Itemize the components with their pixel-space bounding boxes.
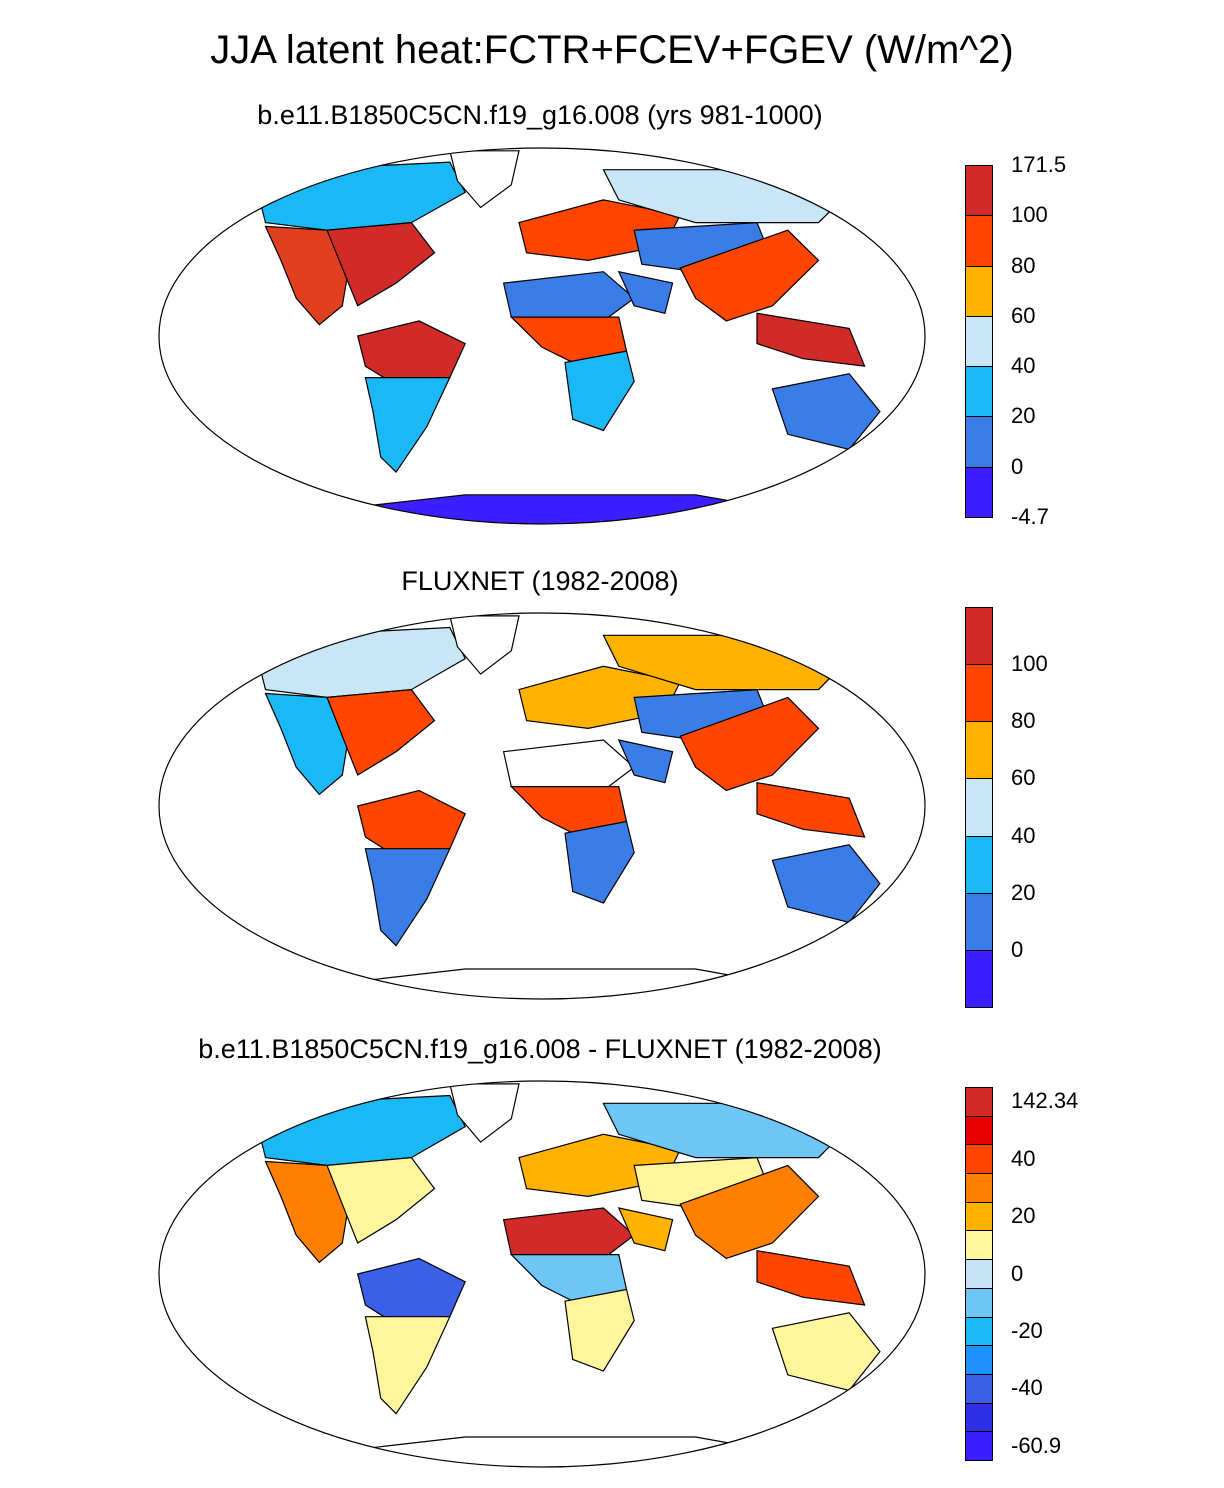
colorbar-segment: [965, 366, 993, 418]
map-frame: [158, 612, 926, 1000]
colorbar-segment: [965, 265, 993, 317]
colorbar-label: 40: [1011, 1145, 1036, 1171]
colorbar-segment: [965, 215, 993, 267]
colorbar-label: 20: [1011, 879, 1036, 905]
region-south-asia: [679, 696, 820, 792]
colorbar-segment: [965, 892, 993, 951]
colorbar-segment: [965, 1345, 993, 1375]
colorbar-segment: [965, 1230, 993, 1261]
colorbar-segment: [965, 1201, 993, 1232]
colorbar-label: 60: [1011, 302, 1036, 328]
region-alaska-canada: [257, 1094, 466, 1167]
colorbar-segment: [965, 607, 993, 666]
region-greenland: [449, 1083, 520, 1143]
figure-title: JJA latent heat:FCTR+FCEV+FGEV (W/m^2): [210, 28, 1014, 72]
colorbar-label: 40: [1011, 353, 1036, 379]
colorbar-segment: [965, 1373, 993, 1404]
region-australia: [771, 1312, 881, 1392]
region-antarctica: [296, 968, 804, 999]
panel-2-map: [158, 612, 926, 1000]
colorbar-segment: [965, 165, 993, 217]
region-south-asia: [679, 229, 820, 322]
region-australia: [771, 373, 881, 451]
region-southeast-asia: [756, 1249, 866, 1306]
panel-3-title: b.e11.B1850C5CN.f19_g16.008 - FLUXNET (1…: [198, 1034, 882, 1064]
colorbar-label: 40: [1011, 822, 1036, 848]
region-africa-south: [564, 1288, 635, 1372]
colorbar-label: 171.5: [1011, 152, 1067, 177]
region-south-america-south: [364, 848, 451, 947]
region-eastern-na: [326, 688, 436, 776]
colorbar-label: -4.7: [1011, 504, 1049, 529]
region-australia: [771, 844, 881, 924]
colorbar-segment: [965, 315, 993, 368]
panel-2-title: FLUXNET (1982-2008): [401, 566, 679, 596]
region-antarctica: [296, 1436, 804, 1467]
region-southeast-asia: [756, 781, 866, 838]
colorbar-segment: [965, 835, 993, 894]
region-amazon: [356, 1257, 466, 1326]
region-amazon: [356, 789, 466, 858]
panel-1-title: b.e11.B1850C5CN.f19_g16.008 (yrs 981-100…: [257, 100, 823, 130]
colorbar-segment: [965, 778, 993, 837]
colorbar-label: -20: [1011, 1317, 1043, 1343]
colorbar-label: -40: [1011, 1375, 1043, 1401]
panel-3-map: [158, 1080, 926, 1468]
colorbar-label: 0: [1011, 453, 1024, 479]
region-arabia: [617, 270, 674, 315]
region-africa-sahara: [502, 739, 636, 792]
region-antarctica: [296, 494, 804, 524]
region-greenland: [449, 150, 520, 209]
colorbar-segment: [965, 466, 993, 518]
map-frame: [158, 147, 926, 525]
region-arabia: [617, 1207, 674, 1252]
colorbar-segment: [965, 664, 993, 723]
region-amazon: [356, 320, 466, 386]
region-alaska-canada: [257, 626, 466, 699]
colorbar-segment: [965, 1115, 993, 1146]
colorbar-label: 0: [1011, 936, 1024, 962]
colorbar-label: 20: [1011, 403, 1036, 429]
colorbar-label: 142.34: [1011, 1088, 1079, 1114]
region-alaska-canada: [257, 161, 466, 231]
region-eastern-na: [326, 1156, 436, 1244]
colorbar-segment: [965, 949, 993, 1008]
colorbar-label: 80: [1011, 708, 1036, 734]
region-africa-south: [564, 820, 635, 904]
colorbar-label: 80: [1011, 252, 1036, 278]
colorbar-label: 100: [1011, 651, 1048, 677]
colorbar-label: 60: [1011, 765, 1036, 791]
colorbar-segment: [965, 1316, 993, 1347]
colorbar-label: 20: [1011, 1203, 1036, 1229]
region-south-america-south: [364, 1316, 451, 1415]
region-south-asia: [679, 1164, 820, 1260]
colorbar-segment: [965, 1144, 993, 1175]
colorbar-segment: [965, 721, 993, 780]
colorbar-label: -60.9: [1011, 1432, 1062, 1458]
panel-1-map: [158, 147, 926, 525]
region-greenland: [449, 615, 520, 675]
region-eastern-na: [326, 221, 436, 307]
colorbar-segment: [965, 1173, 993, 1203]
colorbar-segment: [965, 1259, 993, 1289]
colorbar-segment: [965, 1287, 993, 1318]
region-south-america-south: [364, 377, 451, 474]
region-africa-sahara: [502, 1207, 636, 1260]
colorbar-label: 0: [1011, 1260, 1024, 1286]
colorbar-segment: [965, 416, 993, 468]
region-southeast-asia: [756, 312, 866, 367]
colorbar-label: 100: [1011, 202, 1048, 228]
colorbar-segment: [965, 1431, 993, 1461]
colorbar-segment: [965, 1402, 993, 1433]
region-africa-south: [564, 350, 635, 432]
map-frame: [158, 1080, 926, 1468]
region-arabia: [617, 739, 674, 784]
region-africa-sahara: [502, 271, 636, 322]
colorbar-segment: [965, 1087, 993, 1117]
